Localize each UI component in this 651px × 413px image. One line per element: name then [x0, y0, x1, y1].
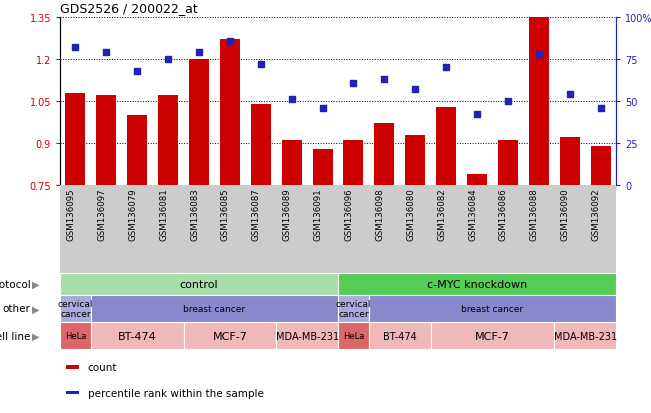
Bar: [189, 60, 209, 185]
Bar: [251, 104, 271, 185]
Text: GSM136089: GSM136089: [283, 188, 292, 241]
Text: GSM136082: GSM136082: [437, 188, 446, 241]
Point: [348, 80, 359, 87]
Point: [225, 38, 235, 45]
Text: GSM136095: GSM136095: [66, 188, 76, 241]
Bar: [158, 96, 178, 185]
Point: [163, 57, 173, 63]
Point: [256, 62, 266, 68]
Text: breast cancer: breast cancer: [184, 304, 245, 313]
Bar: [560, 138, 579, 185]
Text: HeLa: HeLa: [343, 331, 364, 340]
Point: [379, 77, 389, 83]
Text: GSM136092: GSM136092: [592, 188, 601, 241]
Bar: [127, 116, 147, 185]
Bar: [374, 124, 395, 185]
Point: [441, 65, 451, 71]
Point: [194, 50, 204, 57]
Point: [132, 68, 143, 75]
Bar: [91, 295, 338, 322]
Text: GSM136091: GSM136091: [314, 188, 322, 241]
Bar: [184, 322, 276, 349]
Text: cervical
cancer: cervical cancer: [336, 299, 371, 318]
Bar: [60, 295, 91, 322]
Bar: [60, 322, 91, 349]
Bar: [66, 365, 79, 369]
Text: GSM136098: GSM136098: [376, 188, 384, 241]
Text: GSM136088: GSM136088: [530, 188, 539, 241]
Bar: [369, 295, 616, 322]
Bar: [65, 93, 85, 185]
Text: GSM136080: GSM136080: [406, 188, 415, 241]
Text: GSM136083: GSM136083: [190, 188, 199, 241]
Text: protocol: protocol: [0, 279, 31, 289]
Text: cell line: cell line: [0, 331, 31, 341]
Bar: [590, 147, 611, 185]
Text: GSM136086: GSM136086: [499, 188, 508, 241]
Text: GDS2526 / 200022_at: GDS2526 / 200022_at: [60, 2, 198, 15]
Bar: [282, 141, 301, 185]
Text: ▶: ▶: [32, 304, 40, 314]
Text: GSM136090: GSM136090: [561, 188, 570, 241]
Bar: [91, 322, 184, 349]
Text: GSM136097: GSM136097: [98, 188, 106, 241]
Text: c-MYC knockdown: c-MYC knockdown: [427, 279, 527, 289]
Bar: [431, 322, 554, 349]
Point: [564, 92, 575, 98]
Text: MDA-MB-231: MDA-MB-231: [553, 331, 616, 341]
Bar: [60, 273, 338, 295]
Bar: [96, 96, 117, 185]
Point: [101, 50, 111, 57]
Bar: [405, 135, 425, 185]
Text: MCF-7: MCF-7: [475, 331, 510, 341]
Text: control: control: [180, 279, 218, 289]
Bar: [369, 322, 431, 349]
Text: other: other: [3, 304, 31, 314]
Text: cervical
cancer: cervical cancer: [58, 299, 93, 318]
Point: [286, 97, 297, 103]
Point: [472, 112, 482, 119]
Bar: [529, 18, 549, 185]
Point: [503, 98, 513, 105]
Text: count: count: [88, 362, 117, 372]
Bar: [338, 322, 369, 349]
Text: BT-474: BT-474: [383, 331, 417, 341]
Bar: [498, 141, 518, 185]
Text: MCF-7: MCF-7: [212, 331, 247, 341]
Text: BT-474: BT-474: [118, 331, 157, 341]
Text: ▶: ▶: [32, 331, 40, 341]
Text: GSM136085: GSM136085: [221, 188, 230, 241]
Bar: [312, 149, 333, 185]
Text: GSM136084: GSM136084: [468, 188, 477, 241]
Point: [70, 45, 81, 52]
Bar: [338, 295, 369, 322]
Text: MDA-MB-231: MDA-MB-231: [275, 331, 339, 341]
Point: [410, 87, 421, 93]
Text: GSM136087: GSM136087: [252, 188, 261, 241]
Bar: [220, 40, 240, 185]
Bar: [276, 322, 338, 349]
Point: [596, 105, 606, 112]
Point: [534, 52, 544, 58]
Text: HeLa: HeLa: [64, 331, 86, 340]
Bar: [436, 107, 456, 185]
Bar: [554, 322, 616, 349]
Bar: [344, 141, 363, 185]
Bar: [467, 174, 487, 185]
Text: GSM136079: GSM136079: [128, 188, 137, 241]
Bar: [66, 391, 79, 394]
Text: ▶: ▶: [32, 279, 40, 289]
Text: GSM136096: GSM136096: [344, 188, 353, 241]
Bar: [338, 273, 616, 295]
Point: [317, 105, 327, 112]
Text: breast cancer: breast cancer: [462, 304, 523, 313]
Text: percentile rank within the sample: percentile rank within the sample: [88, 387, 264, 398]
Text: GSM136081: GSM136081: [159, 188, 168, 241]
